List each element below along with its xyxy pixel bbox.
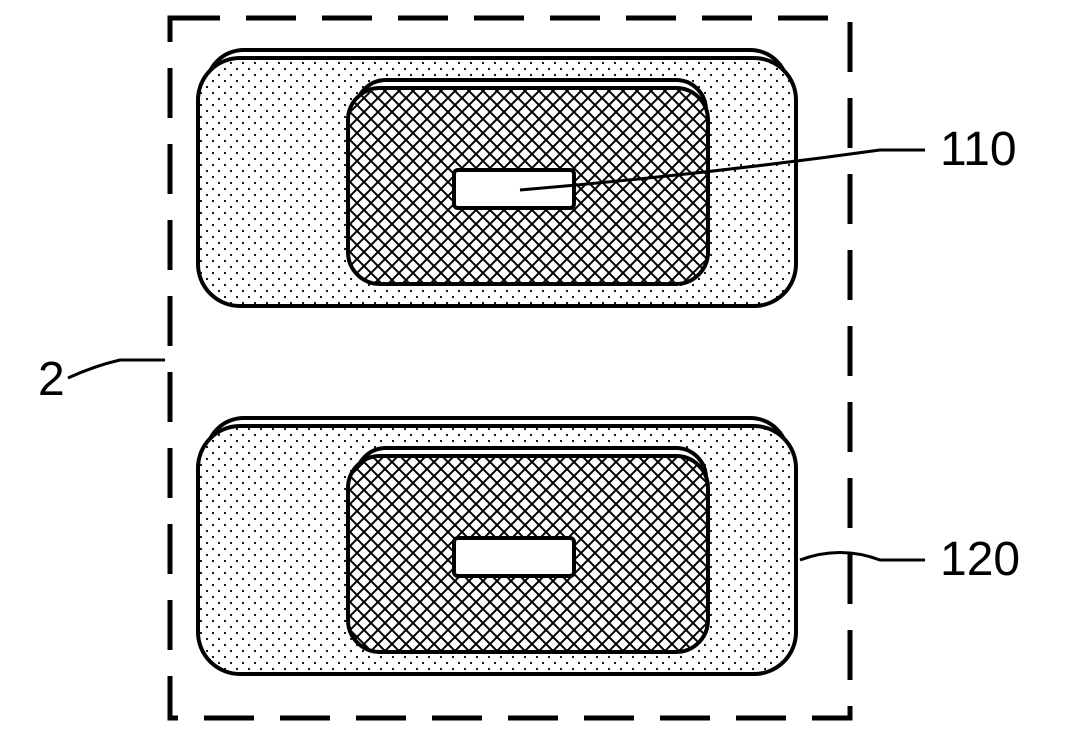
center-slot [454,170,574,208]
label-bottom: 120 [940,533,1020,586]
center-slot [454,538,574,576]
leader-line [800,553,925,561]
side-leader [68,360,165,378]
label-top: 110 [940,123,1017,176]
side-label: 2 [38,353,65,406]
